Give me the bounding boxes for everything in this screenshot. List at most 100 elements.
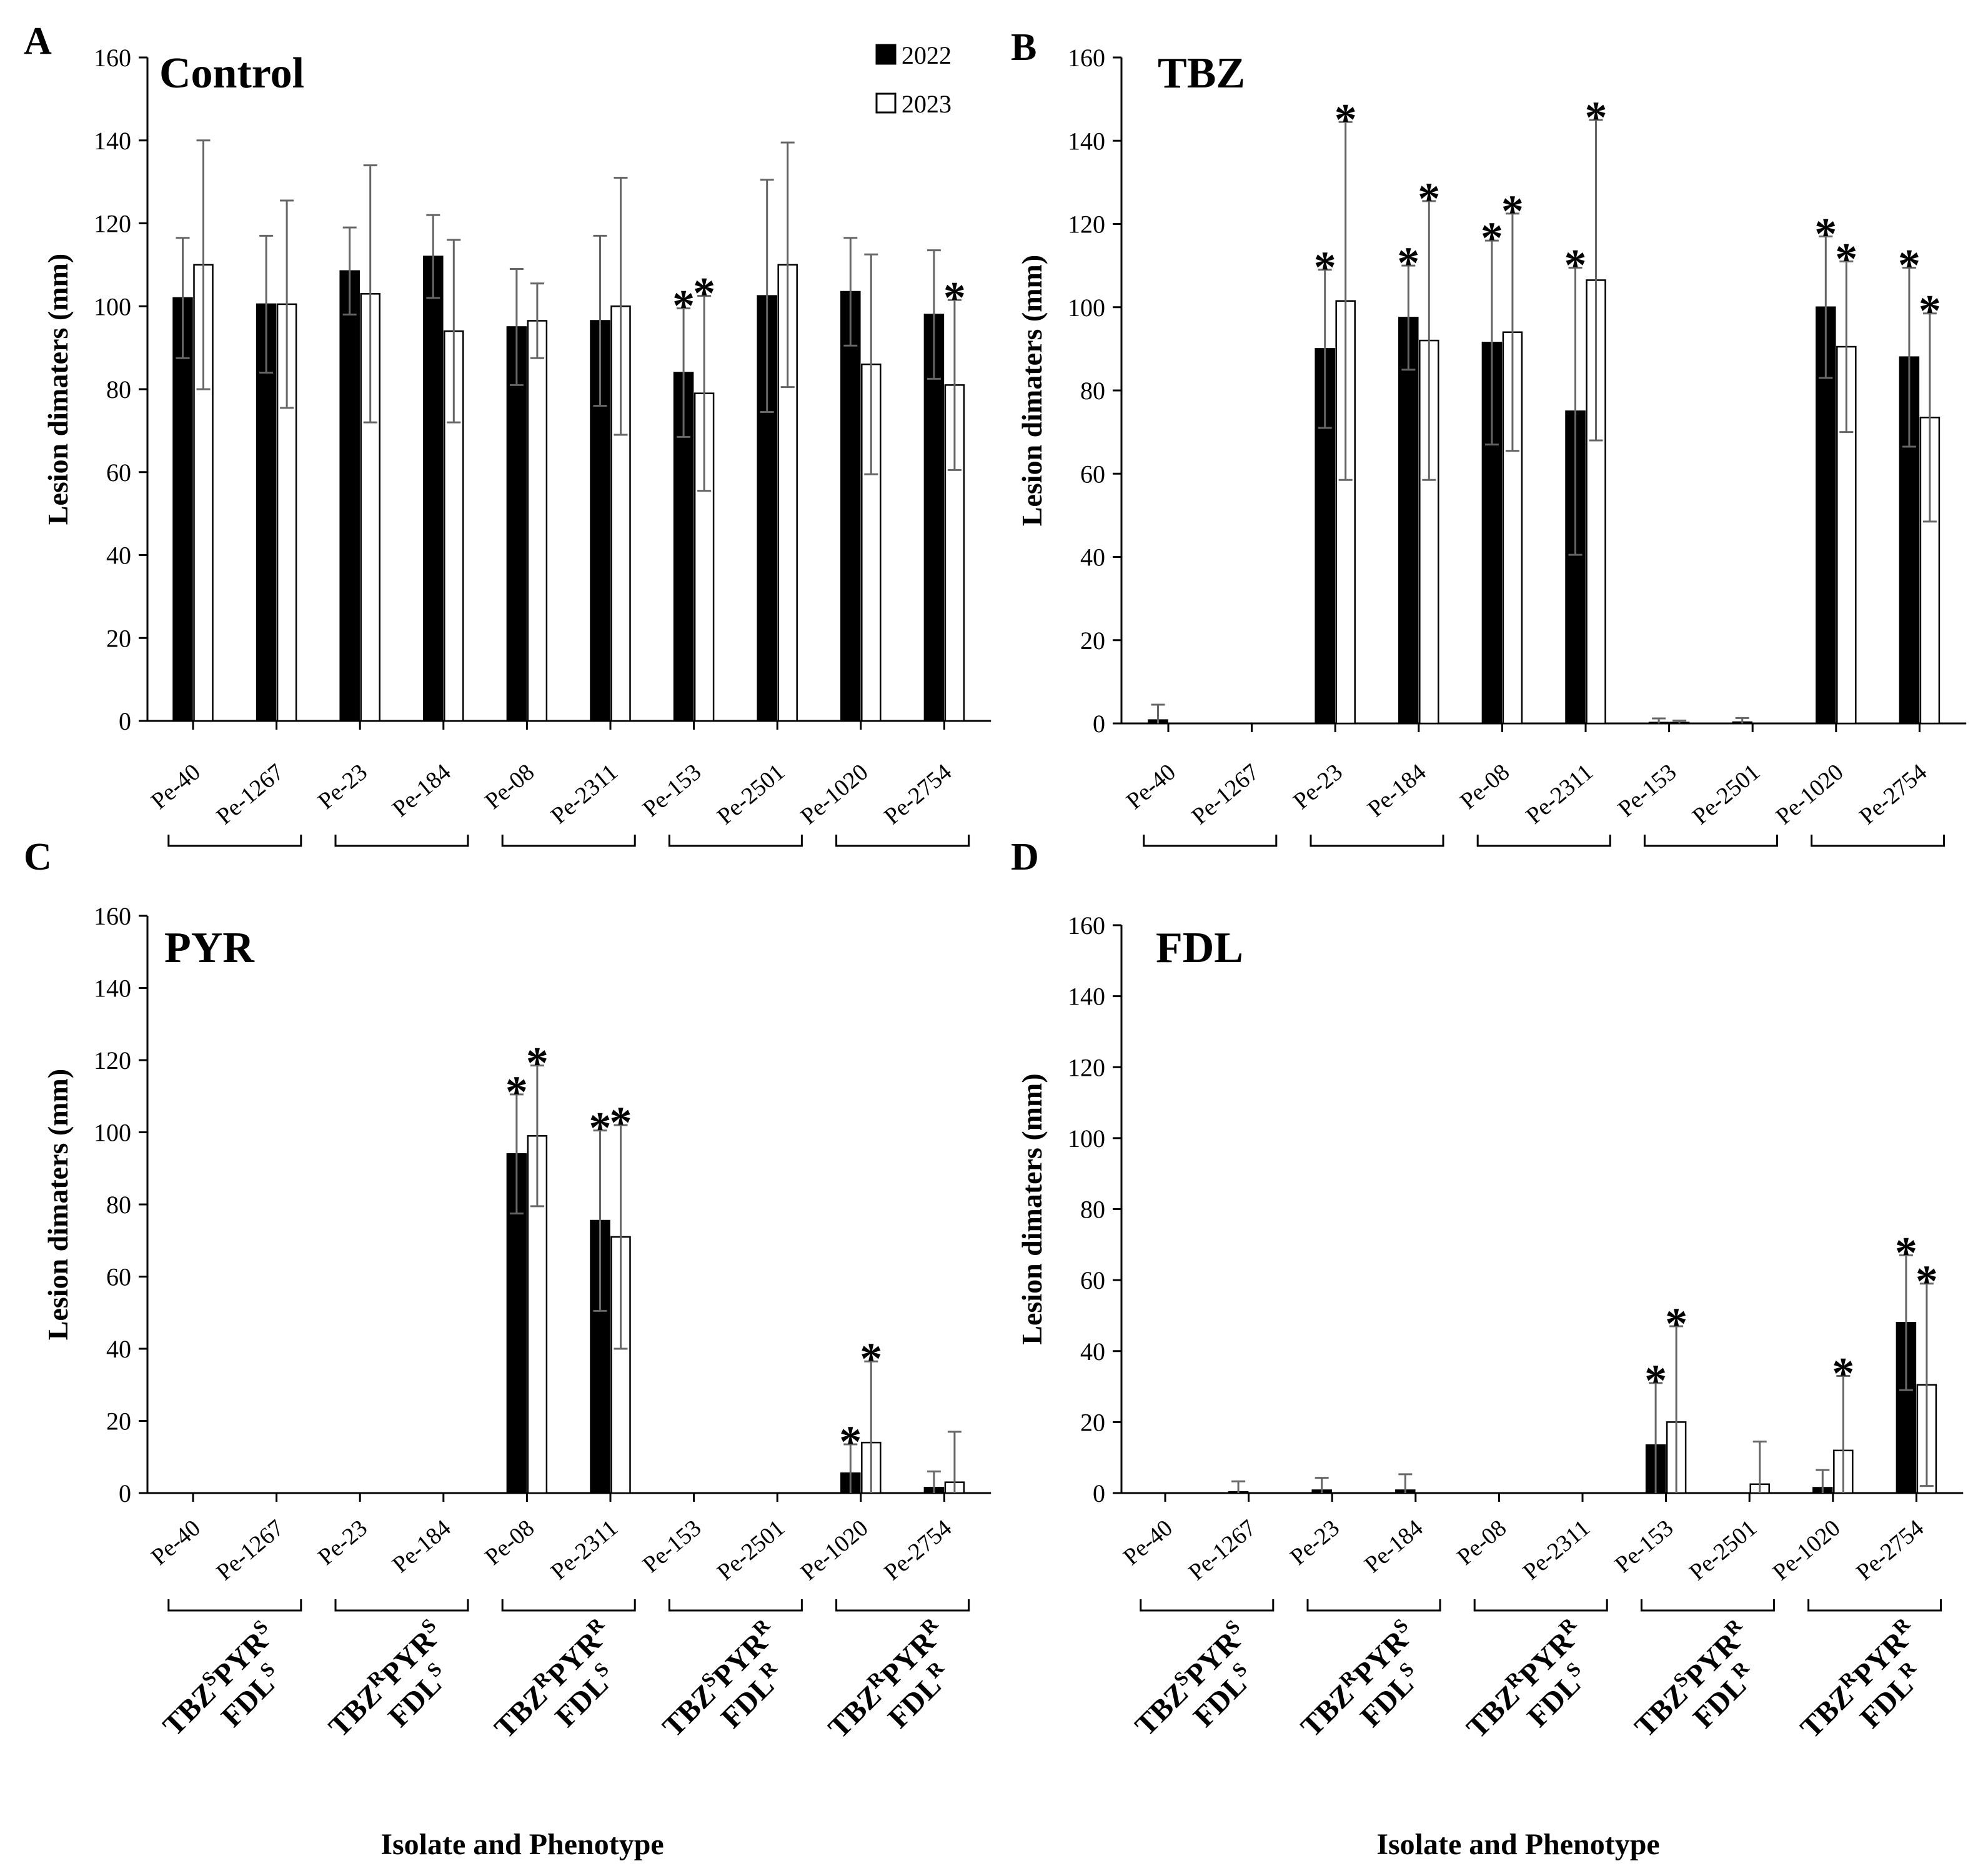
y-tick-label: 40 — [1080, 1338, 1105, 1366]
group-bracket — [1640, 1599, 1775, 1612]
y-tick-label: 120 — [1068, 211, 1105, 239]
group-bracket — [668, 1599, 803, 1612]
panel-letter: B — [1011, 26, 1036, 69]
significance-star: * — [1314, 242, 1336, 292]
y-tick-label: 60 — [106, 459, 131, 487]
y-tick-label: 120 — [1068, 1053, 1105, 1081]
y-tick-label: 80 — [1080, 1196, 1105, 1224]
y-tick-label: 0 — [1093, 1479, 1105, 1507]
phenotype-group-label: TBZSPYRRFDLR — [1626, 1614, 1781, 1769]
bar-2022 — [840, 290, 861, 722]
y-tick-label: 140 — [1068, 127, 1105, 155]
y-tick-label: 160 — [94, 44, 131, 72]
legend-label: 2023 — [902, 90, 952, 118]
significance-star: * — [1481, 213, 1503, 263]
significance-star: * — [943, 272, 966, 322]
y-tick-label: 0 — [119, 707, 131, 735]
y-tick-label: 60 — [1080, 460, 1105, 488]
y-tick-label: 160 — [1068, 911, 1105, 940]
panel-letter: D — [1011, 836, 1039, 878]
significance-star: * — [1814, 209, 1837, 259]
phenotype-group-label: TBZSPYRSFDLS — [154, 1615, 306, 1767]
category-label: Pe-184 — [387, 759, 455, 822]
significance-star: * — [505, 1067, 528, 1117]
panel-letter: C — [24, 836, 52, 878]
panel-title: PYR — [164, 924, 255, 972]
significance-star: * — [1501, 186, 1524, 236]
significance-star: * — [1585, 92, 1608, 142]
bar-2023 — [527, 320, 548, 722]
bar-2023 — [360, 293, 380, 722]
y-tick-label: 40 — [1080, 543, 1105, 572]
category-label: Pe-23 — [1288, 759, 1348, 815]
y-tick-label: 20 — [106, 624, 131, 652]
category-label: Pe-40 — [146, 1515, 206, 1571]
bar-2022 — [673, 372, 694, 722]
category-label: Pe-2311 — [1521, 759, 1598, 830]
y-axis-label: Lesion dimaters (mm) — [1016, 255, 1048, 526]
category-label: Pe-1267 — [211, 759, 289, 830]
x-axis-label: Isolate and Phenotype — [1376, 1828, 1659, 1861]
y-axis-label: Lesion dimaters (mm) — [42, 254, 74, 525]
phenotype-group-label: TBZRPYRRFDLR — [820, 1612, 977, 1770]
group-bracket — [1807, 1599, 1942, 1612]
panel-title: TBZ — [1158, 49, 1245, 97]
y-tick-label: 120 — [94, 210, 131, 238]
bar-2023 — [610, 1236, 631, 1494]
panel-b: B TBZ 0 20 40 60 80 100 120 140 160 Lesion dimaters… — [1011, 26, 1967, 847]
significance-star: * — [1898, 240, 1921, 290]
category-label: Pe-2501 — [712, 1515, 790, 1586]
category-label: Pe-1020 — [1768, 1515, 1846, 1586]
y-tick-label: 40 — [106, 542, 131, 570]
y-tick-label: 140 — [94, 975, 131, 1003]
y-tick-label: 20 — [1080, 627, 1105, 655]
phenotype-group-label: TBZRPYRRFDLS — [1458, 1612, 1616, 1770]
significance-star: * — [610, 1098, 632, 1148]
significance-star: * — [1418, 174, 1440, 224]
group-bracket — [334, 1599, 469, 1612]
y-tick-label: 60 — [106, 1263, 131, 1291]
category-label: Pe-2501 — [1687, 759, 1765, 830]
y-tick-label: 140 — [1068, 983, 1105, 1011]
category-label: Pe-2501 — [1684, 1515, 1762, 1586]
bar-2022 — [423, 256, 444, 722]
significance-star: * — [1835, 234, 1857, 284]
y-tick-label: 100 — [94, 292, 131, 320]
category-label: Pe-184 — [387, 1515, 455, 1578]
category-label: Pe-08 — [480, 1515, 539, 1571]
y-tick-label: 0 — [1093, 710, 1105, 738]
y-tick-label: 100 — [94, 1119, 131, 1147]
category-label: Pe-08 — [480, 759, 539, 815]
significance-star: * — [1895, 1228, 1917, 1278]
bar-2022 — [506, 326, 527, 722]
bar-2022 — [1899, 356, 1920, 725]
group-bracket — [501, 835, 636, 847]
panel-letter: A — [24, 20, 52, 62]
y-tick-label: 100 — [1068, 294, 1105, 322]
category-label: Pe-1020 — [796, 759, 873, 830]
panel-d: D FDL 0 20 40 60 80 100 120 140 160 Lesion dimaters… — [1011, 836, 1964, 1861]
group-bracket — [1310, 835, 1444, 847]
bar-2022 — [172, 297, 193, 722]
legend-swatch-2023 — [875, 92, 897, 114]
category-label: Pe-08 — [1452, 1515, 1511, 1571]
group-bracket — [1306, 1599, 1441, 1612]
category-label: Pe-2501 — [712, 759, 790, 830]
category-label: Pe-23 — [313, 1515, 372, 1571]
bar-2022 — [1398, 317, 1419, 725]
phenotype-group-label: TBZSPYRRFDLR — [654, 1614, 809, 1769]
category-label: Pe-153 — [638, 759, 706, 822]
group-bracket — [501, 1599, 636, 1612]
group-bracket — [1476, 835, 1611, 847]
y-axis-label: Lesion dimaters (mm) — [42, 1069, 74, 1340]
bar-2022 — [339, 270, 360, 722]
category-label: Pe-1020 — [1771, 759, 1849, 830]
significance-star: * — [1334, 94, 1357, 144]
phenotype-group-label: TBZRPYRRFDLR — [1792, 1612, 1949, 1770]
group-bracket — [1643, 835, 1778, 847]
category-label: Pe-40 — [146, 759, 206, 815]
significance-star: * — [1397, 238, 1419, 288]
significance-star: * — [589, 1103, 612, 1153]
group-bracket — [1811, 835, 1946, 847]
significance-star: * — [526, 1038, 549, 1088]
